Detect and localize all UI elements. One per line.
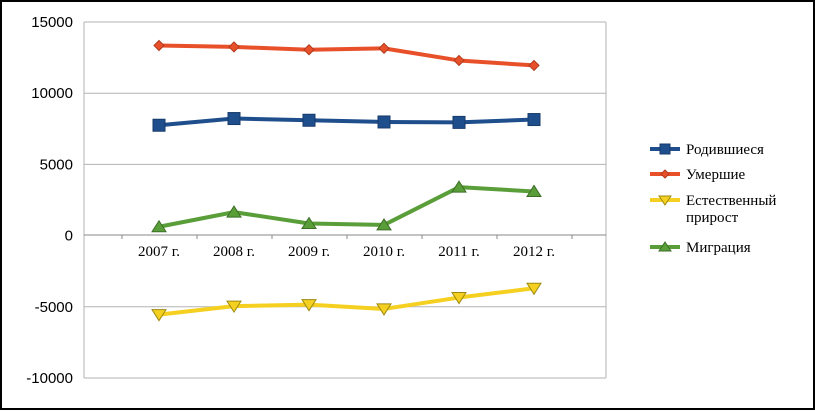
x-tick-marks [121,235,573,239]
data-point [528,59,540,72]
y-tick-label: -5000 [35,299,73,316]
series-line [158,185,535,229]
x-tick-label: 2011 г. [438,244,479,260]
x-tick-label: 2008 г. [213,244,255,260]
series-line [158,43,535,68]
x-tick-label: 2010 г. [363,244,405,260]
series-line [158,116,535,128]
data-point [526,184,542,197]
y-tick-label: 15000 [31,14,73,31]
legend-marker [658,195,672,206]
data-point [151,219,167,233]
data-point [303,44,315,56]
data-point [526,282,542,296]
legend-marker [660,169,670,179]
y-tick-label: 0 [65,228,73,245]
x-tick-label: 2007 г. [138,244,180,260]
data-point [452,115,466,129]
x-tick-labels: 2007 г. 2008 г. 2009 г. 2010 г. 2011 г. 2012 … [85,241,605,271]
series-1 [152,112,541,132]
data-point [301,216,317,229]
legend-label: Миграция [686,240,751,256]
series-3 [151,282,542,322]
legend-marker [658,241,672,252]
grid-lines [83,21,607,379]
data-point [227,112,241,126]
data-point [226,205,242,218]
data-point [453,54,465,67]
x-label-band [85,241,605,271]
x-tick-label: 2009 г. [288,244,330,260]
data-point [151,309,167,322]
legend-label: Естественный [686,193,776,209]
data-point [376,303,392,316]
series-4 [151,180,542,233]
data-point [226,300,242,314]
y-tick-label: -10000 [26,370,73,387]
data-point [376,217,392,231]
data-point [451,292,467,305]
data-point [301,299,317,312]
legend-label: Умершие [686,167,746,183]
data-point [153,39,165,52]
data-point [152,118,166,132]
series-line [158,286,535,317]
legend-item: Миграция [650,240,751,256]
data-point [228,41,240,53]
legend-item: Родившиеся [650,142,764,158]
y-tick-label: 5000 [40,156,73,173]
data-point [378,42,390,55]
x-tick-label: 2012 г. [513,244,555,260]
y-tick-label: 10000 [31,85,73,102]
data-point [377,115,391,129]
data-point [527,113,541,127]
legend-marker [659,143,671,155]
data-point [451,180,467,193]
data-point [302,113,316,127]
y-tick-labels: 15000 10000 5000 0 -5000 -10000 [26,14,73,387]
legend-label: Родившиеся [686,142,764,158]
series-2 [153,39,540,72]
legend-label: прирост [686,210,739,226]
legend-item: Умершие [650,167,746,183]
series-layer [151,39,542,322]
